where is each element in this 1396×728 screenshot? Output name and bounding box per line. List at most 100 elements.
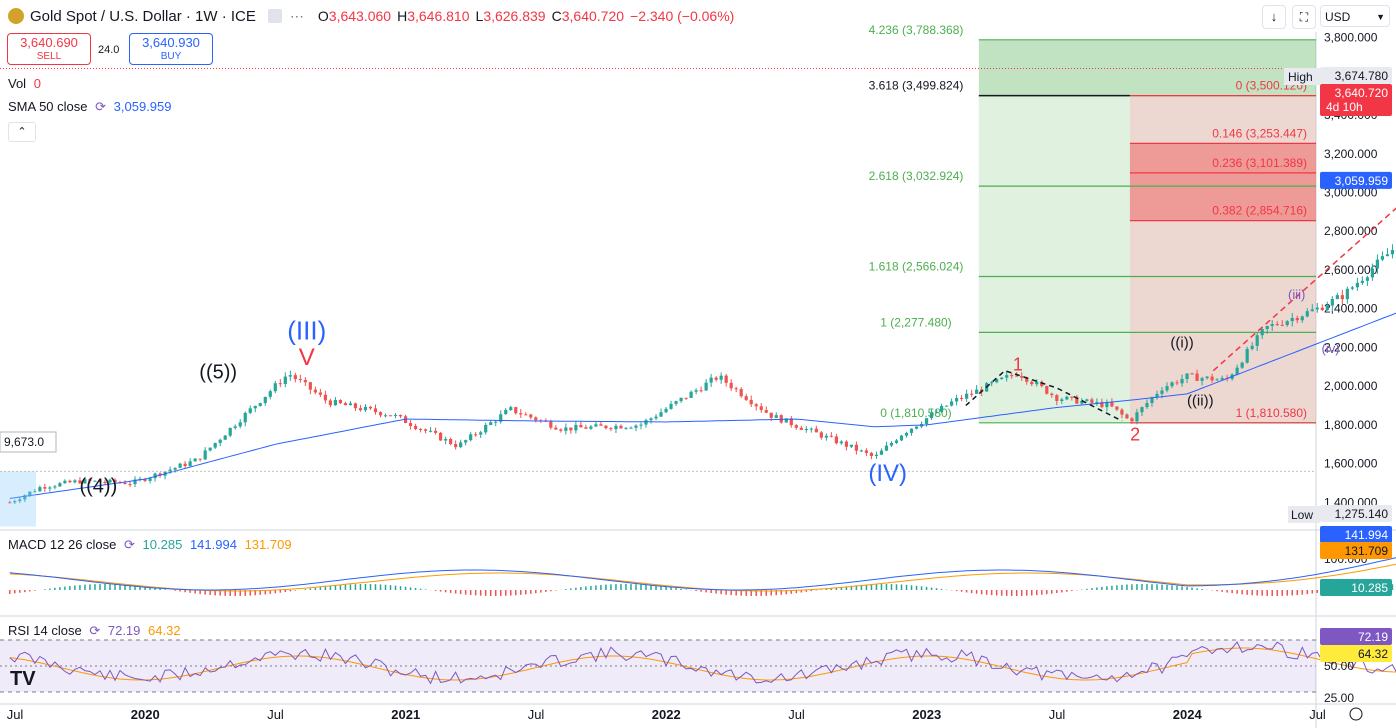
candle-body <box>839 441 843 444</box>
flag-icon[interactable] <box>267 9 282 23</box>
candle-body <box>464 440 468 443</box>
candle-body <box>769 412 773 418</box>
candle-body <box>1135 412 1139 422</box>
candle-body <box>1290 317 1294 322</box>
candle-body <box>258 403 262 406</box>
candle-body <box>709 377 713 383</box>
candle-body <box>549 421 553 428</box>
buy-button[interactable]: 3,640.930 BUY <box>129 33 213 65</box>
candle-body <box>253 405 257 409</box>
high-tag-box <box>1284 68 1320 85</box>
candle-body <box>1010 375 1014 377</box>
candle-body <box>564 427 568 431</box>
candle-body <box>1080 400 1084 404</box>
currency-select[interactable]: USD ▼ <box>1320 5 1390 27</box>
candle-body <box>509 407 513 410</box>
candle-body <box>328 400 333 406</box>
candle-body <box>489 422 493 425</box>
settings-button[interactable]: ⛶ <box>1292 5 1316 29</box>
candle-body <box>8 502 12 504</box>
low-label: L <box>475 8 484 24</box>
countdown-label: 4d 10h <box>1326 100 1363 114</box>
candle-body <box>1315 307 1319 310</box>
candle-body <box>73 480 77 483</box>
candle-body <box>228 427 232 436</box>
candle-body <box>343 403 348 406</box>
wave-label: ((i)) <box>1170 334 1193 351</box>
scroll-down-button[interactable]: ↓ <box>1262 5 1286 29</box>
macd-hist-label-box <box>1320 579 1392 596</box>
candle-body <box>383 415 388 417</box>
candle-body <box>579 424 583 428</box>
candle-body <box>1275 324 1279 326</box>
buy-price: 3,640.930 <box>142 35 200 50</box>
candle-body <box>569 427 573 431</box>
macd-legend[interactable]: MACD 12 26 close ⟳ 10.285 141.994 131.70… <box>8 537 292 553</box>
candle-body <box>514 407 518 414</box>
candle-body <box>754 404 758 407</box>
price-tick-label: 3,000.000 <box>1324 185 1378 199</box>
candle-body <box>534 417 538 421</box>
rsi-legend[interactable]: RSI 14 close ⟳ 72.19 64.32 <box>8 623 181 639</box>
candle-body <box>584 427 588 429</box>
wave-label: (III) <box>287 316 326 346</box>
sma-line <box>9 312 1396 499</box>
fib-green-label: 1.618 (2,566.024) <box>869 260 964 274</box>
low-price-label-box <box>1320 505 1392 522</box>
candle-body <box>914 426 919 429</box>
wave-label: (iv) <box>1322 341 1340 356</box>
candle-body <box>639 424 643 426</box>
candle-body <box>574 424 578 431</box>
candle-body <box>178 463 182 468</box>
candle-body <box>23 495 27 500</box>
candle-body <box>1015 375 1019 377</box>
more-icon[interactable]: ⋯ <box>289 7 304 24</box>
fib-zone-retrace <box>1129 95 1316 423</box>
wave-label: ((ii)) <box>1187 392 1214 409</box>
collapse-legend-button[interactable]: ⌃ <box>8 122 36 142</box>
candle-body <box>358 408 363 411</box>
rsi-tick: 25.00 <box>1324 691 1354 705</box>
candle-body <box>1035 381 1039 385</box>
candle-body <box>238 422 242 427</box>
candle-body <box>904 432 909 436</box>
symbol-title[interactable]: Gold Spot / U.S. Dollar · 1W · ICE <box>30 7 256 25</box>
candle-body <box>308 382 312 390</box>
volume-legend[interactable]: Vol 0 <box>8 76 41 91</box>
candle-body <box>78 480 82 484</box>
chart-header: Gold Spot / U.S. Dollar · 1W · ICE ⋯ O 3… <box>0 0 1316 32</box>
candle-body <box>1045 386 1049 394</box>
candle-body <box>323 394 327 401</box>
candle-body <box>233 426 237 428</box>
candle-body <box>363 406 368 411</box>
candle-body <box>874 454 879 457</box>
candle-body <box>459 442 463 448</box>
candle-body <box>899 435 904 441</box>
candle-body <box>1365 277 1369 281</box>
tradingview-logo[interactable]: TV <box>10 668 36 690</box>
candle-body <box>524 414 528 416</box>
sma-legend[interactable]: SMA 50 close ⟳ 3,059.959 <box>8 99 172 115</box>
candle-body <box>1055 395 1059 401</box>
candle-body <box>659 412 663 417</box>
candle-body <box>955 397 959 402</box>
candle-body <box>203 450 207 460</box>
last-price-label: 3,640.720 <box>1335 86 1389 100</box>
wave-label: 1 <box>1013 355 1023 375</box>
candle-body <box>198 458 202 460</box>
candle-body <box>739 389 743 397</box>
macd-label: MACD 12 26 close <box>8 537 117 552</box>
candle-body <box>779 415 783 423</box>
candle-body <box>18 499 22 502</box>
candles-group <box>8 244 1396 505</box>
candle-body <box>960 397 964 399</box>
macd-signal-label: 131.709 <box>1345 544 1389 558</box>
candle-body <box>965 393 969 399</box>
candle-body <box>378 412 383 416</box>
candle-body <box>1385 254 1390 257</box>
candle-body <box>719 375 723 380</box>
fib-green-label: 3.618 (3,499.824) <box>869 79 964 93</box>
sell-button[interactable]: 3,640.690 SELL <box>7 33 91 65</box>
candle-body <box>729 382 733 389</box>
